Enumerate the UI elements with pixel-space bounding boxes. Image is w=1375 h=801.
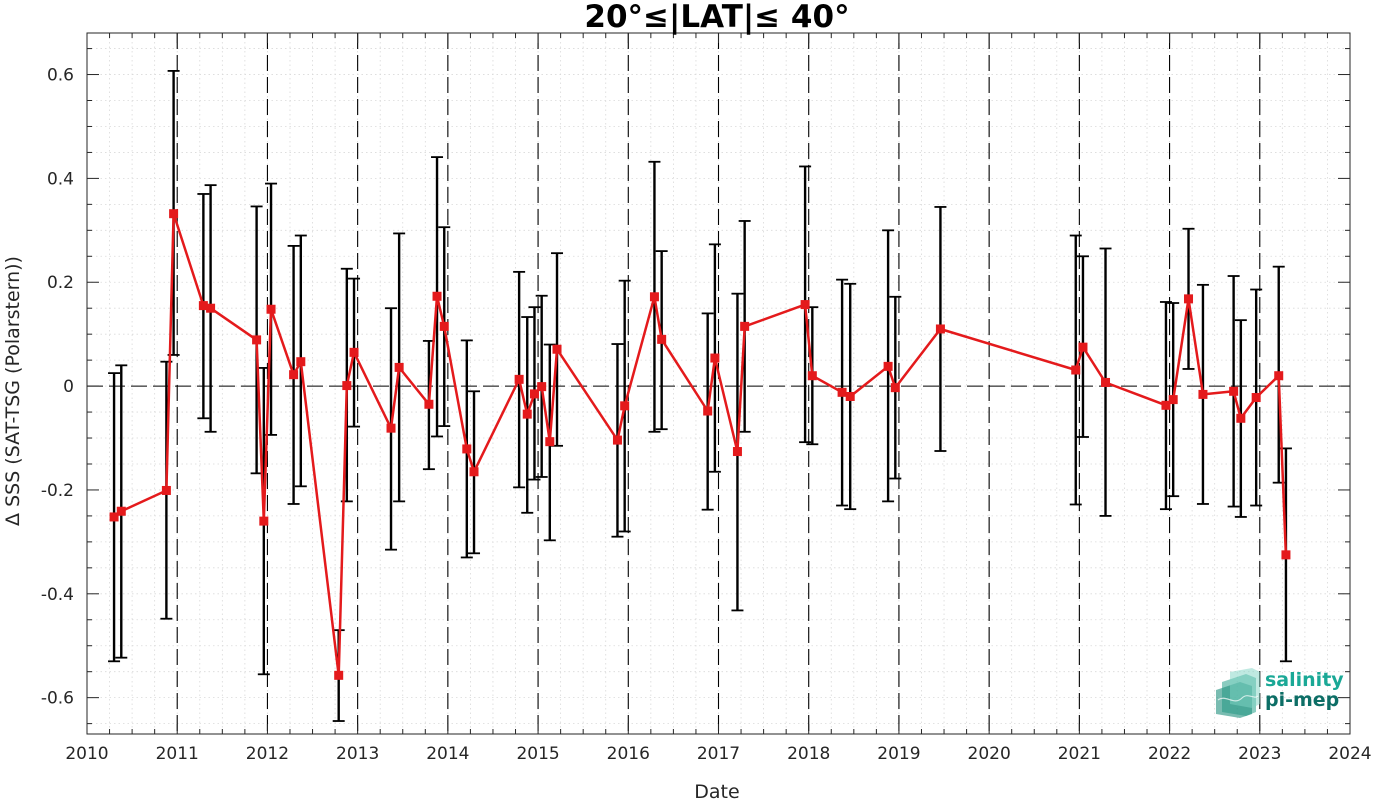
- data-point-marker: [289, 370, 299, 380]
- data-point-marker: [252, 335, 262, 345]
- x-tick-label: 2022: [1148, 744, 1191, 764]
- logo-waves-icon: [1216, 668, 1260, 718]
- y-tick-label: 0.4: [47, 169, 74, 189]
- data-point-marker: [732, 447, 742, 457]
- data-point-marker: [1101, 377, 1111, 387]
- data-point-marker: [462, 444, 472, 454]
- data-point-marker: [1274, 371, 1284, 381]
- data-point-marker: [529, 389, 539, 399]
- y-tick-label: 0: [63, 377, 74, 397]
- logo-text-pi-mep: pi-mep: [1265, 689, 1339, 711]
- data-point-marker: [845, 391, 855, 401]
- data-point-marker: [432, 291, 442, 301]
- x-tick-label: 2016: [607, 744, 650, 764]
- data-point-marker: [424, 399, 434, 409]
- data-point-marker: [649, 292, 659, 302]
- data-point-marker: [116, 506, 126, 516]
- x-axis-label: Date: [694, 781, 739, 801]
- data-point-marker: [620, 401, 630, 411]
- data-point-marker: [657, 334, 667, 344]
- x-tick-label: 2010: [65, 744, 108, 764]
- x-tick-label: 2021: [1058, 744, 1101, 764]
- data-point-marker: [537, 382, 547, 392]
- data-point-marker: [266, 304, 276, 314]
- data-point-marker: [349, 347, 359, 357]
- data-point-marker: [837, 387, 847, 397]
- y-tick-label: 0.2: [47, 273, 74, 293]
- data-point-marker: [259, 516, 269, 526]
- data-point-marker: [935, 324, 945, 334]
- x-tick-label: 2019: [877, 744, 920, 764]
- data-point-marker: [883, 361, 893, 371]
- data-point-marker: [469, 467, 479, 477]
- data-point-marker: [1236, 413, 1246, 423]
- x-tick-label: 2020: [968, 744, 1011, 764]
- data-point-marker: [296, 357, 306, 367]
- data-point-marker: [206, 303, 216, 313]
- x-tick-label: 2013: [336, 744, 379, 764]
- data-point-marker: [1078, 342, 1088, 352]
- x-tick-label: 2011: [156, 744, 199, 764]
- y-tick-label: 0.6: [47, 66, 74, 86]
- data-markers: [109, 209, 1291, 680]
- x-tick-label: 2024: [1328, 744, 1371, 764]
- data-point-marker: [612, 435, 622, 445]
- axis-ticks: [86, 33, 1351, 734]
- x-tick-label: 2015: [516, 744, 559, 764]
- x-tick-label: 2023: [1238, 744, 1281, 764]
- x-tick-label: 2018: [787, 744, 830, 764]
- x-tick-label: 2017: [697, 744, 740, 764]
- data-point-marker: [890, 383, 900, 393]
- chart-title: 20°≤|LAT|≤ 40°: [584, 0, 849, 35]
- data-point-marker: [1251, 393, 1261, 403]
- data-point-marker: [386, 423, 396, 433]
- y-axis-label: Δ SSS (SAT-TSG (Polarstern)): [2, 256, 24, 526]
- data-point-marker: [1184, 294, 1194, 304]
- data-point-marker: [1168, 395, 1178, 405]
- data-point-marker: [552, 344, 562, 354]
- data-point-marker: [740, 321, 750, 331]
- data-point-marker: [545, 437, 555, 447]
- x-tick-label: 2012: [246, 744, 289, 764]
- data-point-marker: [703, 406, 713, 416]
- data-point-marker: [334, 670, 344, 680]
- series-line-layer: [113, 212, 1288, 677]
- data-point-marker: [807, 371, 817, 381]
- salinity-pi-mep-logo: salinity pi-mep: [1216, 668, 1344, 718]
- data-point-marker: [161, 485, 171, 495]
- data-point-marker: [1071, 365, 1081, 375]
- tick-labels: 2010 2011 2012 2013 2014 2015 2016 2017 2018 2019…: [41, 66, 1372, 764]
- data-point-marker: [394, 362, 404, 372]
- y-tick-label: -0.2: [41, 481, 74, 501]
- data-point-marker: [439, 321, 449, 331]
- data-point-marker: [1281, 550, 1291, 560]
- year-boundary-lines: [176, 33, 1261, 734]
- logo-text-salinity: salinity: [1265, 669, 1344, 691]
- data-point-marker: [514, 374, 524, 384]
- data-point-marker: [169, 209, 179, 219]
- data-point-marker: [1198, 389, 1208, 399]
- data-point-marker: [710, 353, 720, 363]
- data-point-marker: [1229, 386, 1239, 396]
- data-point-marker: [800, 300, 810, 310]
- data-point-marker: [342, 381, 352, 391]
- y-tick-label: -0.4: [41, 585, 74, 605]
- data-point-marker: [109, 512, 119, 522]
- y-tick-label: -0.6: [41, 689, 74, 709]
- series-line: [113, 212, 1288, 677]
- data-point-marker: [522, 409, 532, 419]
- x-tick-label: 2014: [426, 744, 469, 764]
- data-point-marker: [1161, 400, 1171, 410]
